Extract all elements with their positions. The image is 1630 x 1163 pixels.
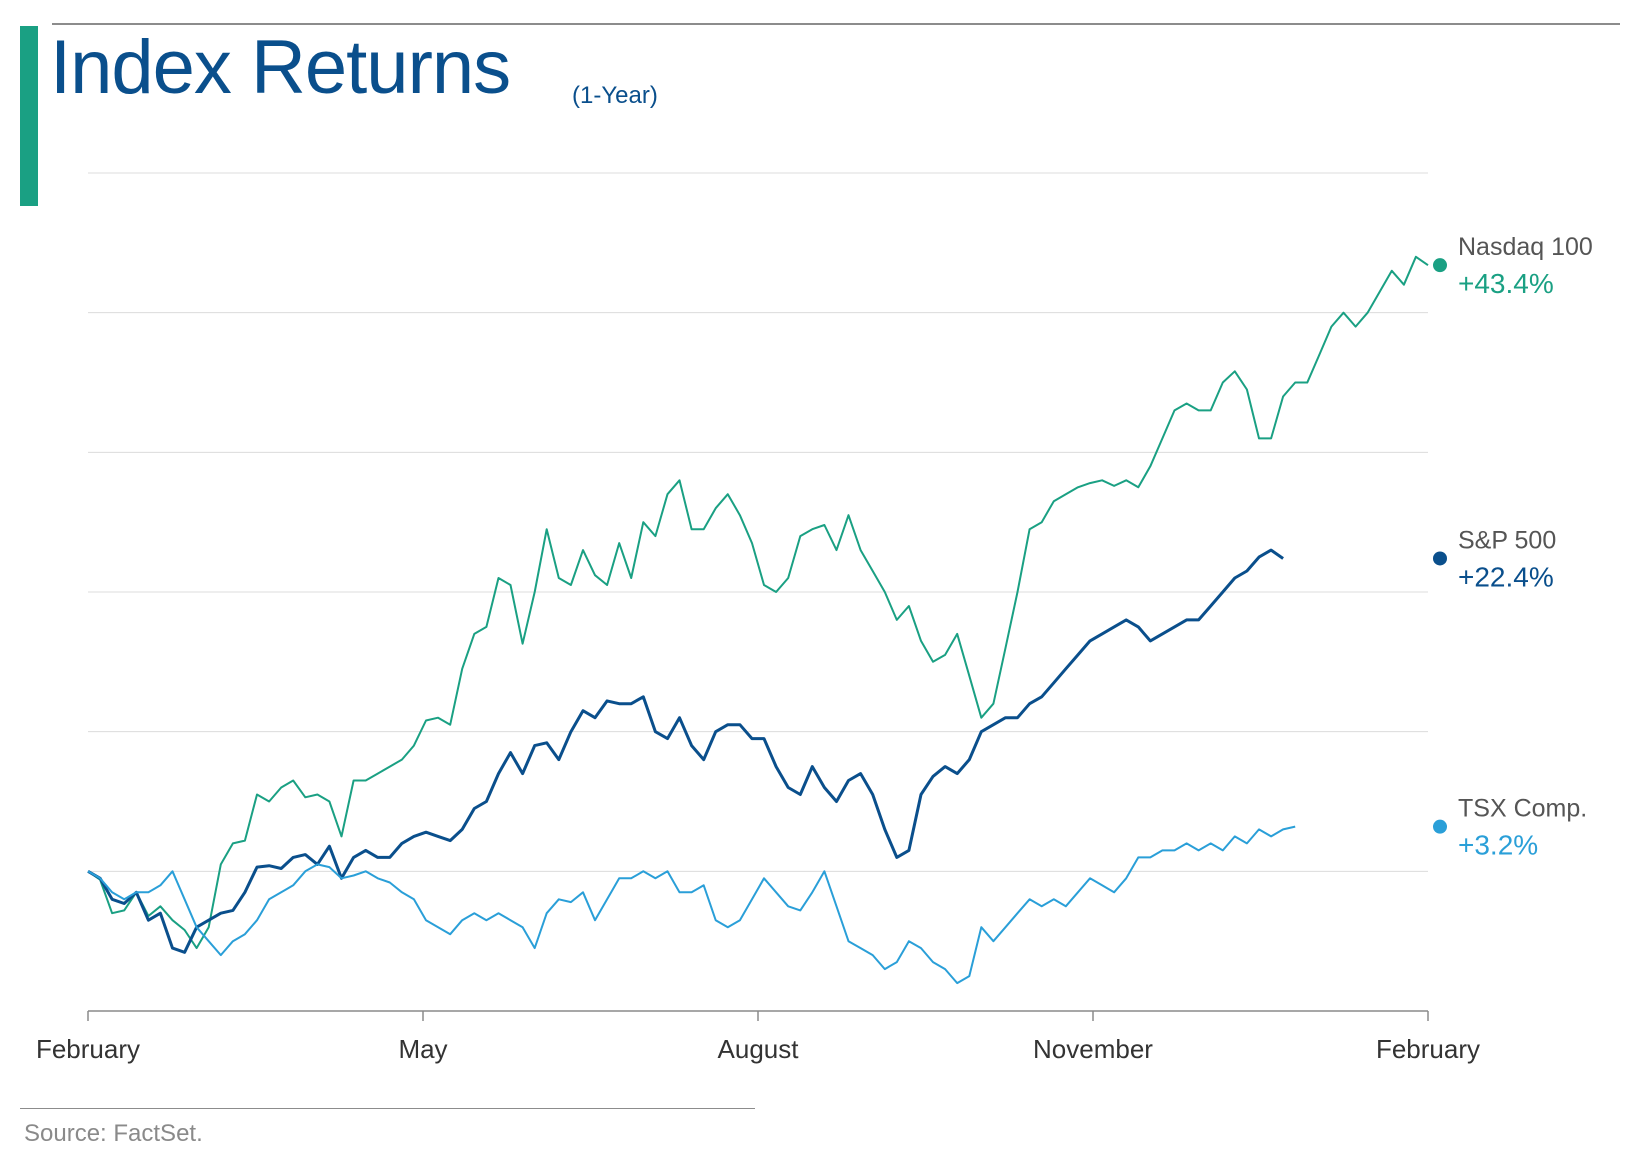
end-marker-tsx-comp [1433,819,1447,834]
series-line-tsx-comp [87,825,1296,985]
series-label-nasdaq-100: Nasdaq 100 [1458,233,1593,261]
title-accent-bar [20,26,38,206]
series-value-s-p-500: +22.4% [1458,561,1554,592]
x-tick-label-0: February [36,1034,140,1064]
end-marker-nasdaq-100 [1433,258,1447,273]
series-label-tsx-comp: TSX Comp. [1458,795,1587,823]
top-rule [52,23,1620,25]
x-tick-label-4: February [1376,1034,1480,1064]
source-note: Source: FactSet. [24,1120,203,1147]
series-label-s-p-500: S&P 500 [1458,526,1556,554]
series-line-nasdaq-100 [87,255,1429,950]
chart-subtitle: (1-Year) [572,82,658,109]
x-tick-label-2: August [718,1034,800,1064]
series-line-s-p-500 [87,548,1284,954]
series-value-nasdaq-100: +43.4% [1458,268,1554,299]
end-marker-s-p-500 [1433,551,1447,566]
x-tick-label-3: November [1033,1034,1153,1064]
x-tick-label-1: May [398,1034,447,1064]
chart-title: Index Returns [50,25,511,110]
source-rule [20,1108,755,1109]
series-value-tsx-comp: +3.2% [1458,830,1538,861]
line-chart: February May August November February Nasdaq … [36,172,1593,1064]
